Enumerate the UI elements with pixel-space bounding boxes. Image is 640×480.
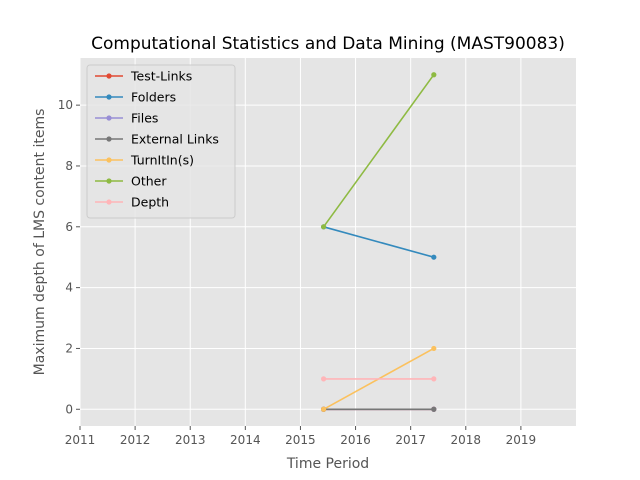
- x-tick-label: 2015: [285, 433, 316, 447]
- x-tick-label: 2016: [340, 433, 371, 447]
- x-tick-label: 2013: [175, 433, 206, 447]
- legend-label-depth: Depth: [131, 195, 169, 210]
- y-tick-label: 2: [65, 341, 73, 355]
- legend: Test-Links Folders Files External Links Turn…: [86, 64, 236, 219]
- data-point-turnitin-s: [320, 406, 327, 412]
- y-tick-label: 4: [65, 281, 73, 295]
- legend-label-other: Other: [131, 174, 167, 189]
- x-tick-label: 2019: [506, 433, 537, 447]
- y-tick-label: 8: [65, 159, 73, 173]
- legend-marker-test-links: [106, 73, 112, 79]
- y-tick-label: 0: [65, 402, 73, 416]
- legend-marker-turnitin-s: [106, 157, 112, 163]
- series-line-other: [322, 74, 435, 228]
- y-axis-ticks: 0 2 4 6 8 10: [58, 98, 80, 416]
- data-point-depth: [320, 376, 327, 382]
- legend-marker-other: [106, 178, 112, 184]
- legend-label-turnitin-s: TurnItIn(s): [130, 153, 194, 168]
- legend-label-test-links: Test-Links: [130, 69, 192, 84]
- data-point-external-links: [431, 406, 437, 412]
- legend-marker-folders: [106, 94, 112, 100]
- series-group: [320, 72, 437, 412]
- chart-title: Computational Statistics and Data Mining…: [91, 34, 565, 54]
- x-tick-label: 2014: [230, 433, 261, 447]
- legend-marker-external-links: [106, 136, 112, 142]
- x-tick-label: 2012: [120, 433, 151, 447]
- data-point-turnitin-s: [431, 345, 437, 352]
- legend-label-files: Files: [131, 111, 158, 126]
- x-axis-label: Time Period: [286, 456, 369, 472]
- legend-marker-depth: [106, 199, 112, 205]
- x-tick-label: 2018: [451, 433, 482, 447]
- data-point-folders: [431, 254, 437, 260]
- legend-marker-files: [106, 115, 112, 121]
- x-tick-label: 2017: [395, 433, 426, 447]
- x-tick-label: 2011: [65, 433, 96, 447]
- legend-label-external-links: External Links: [131, 132, 219, 147]
- y-tick-label: 10: [58, 98, 73, 112]
- data-point-other: [320, 224, 327, 230]
- data-point-other: [431, 72, 437, 78]
- y-axis-label: Maximum depth of LMS content items: [32, 109, 48, 376]
- x-axis-ticks: 2011 2012 2013 2014 2015 2016 2017 2018 2019: [65, 426, 536, 447]
- series-line-folders: [323, 226, 435, 258]
- data-point-depth: [431, 376, 437, 382]
- legend-label-folders: Folders: [131, 90, 176, 105]
- legend-box: [86, 64, 236, 219]
- y-tick-label: 6: [65, 220, 73, 234]
